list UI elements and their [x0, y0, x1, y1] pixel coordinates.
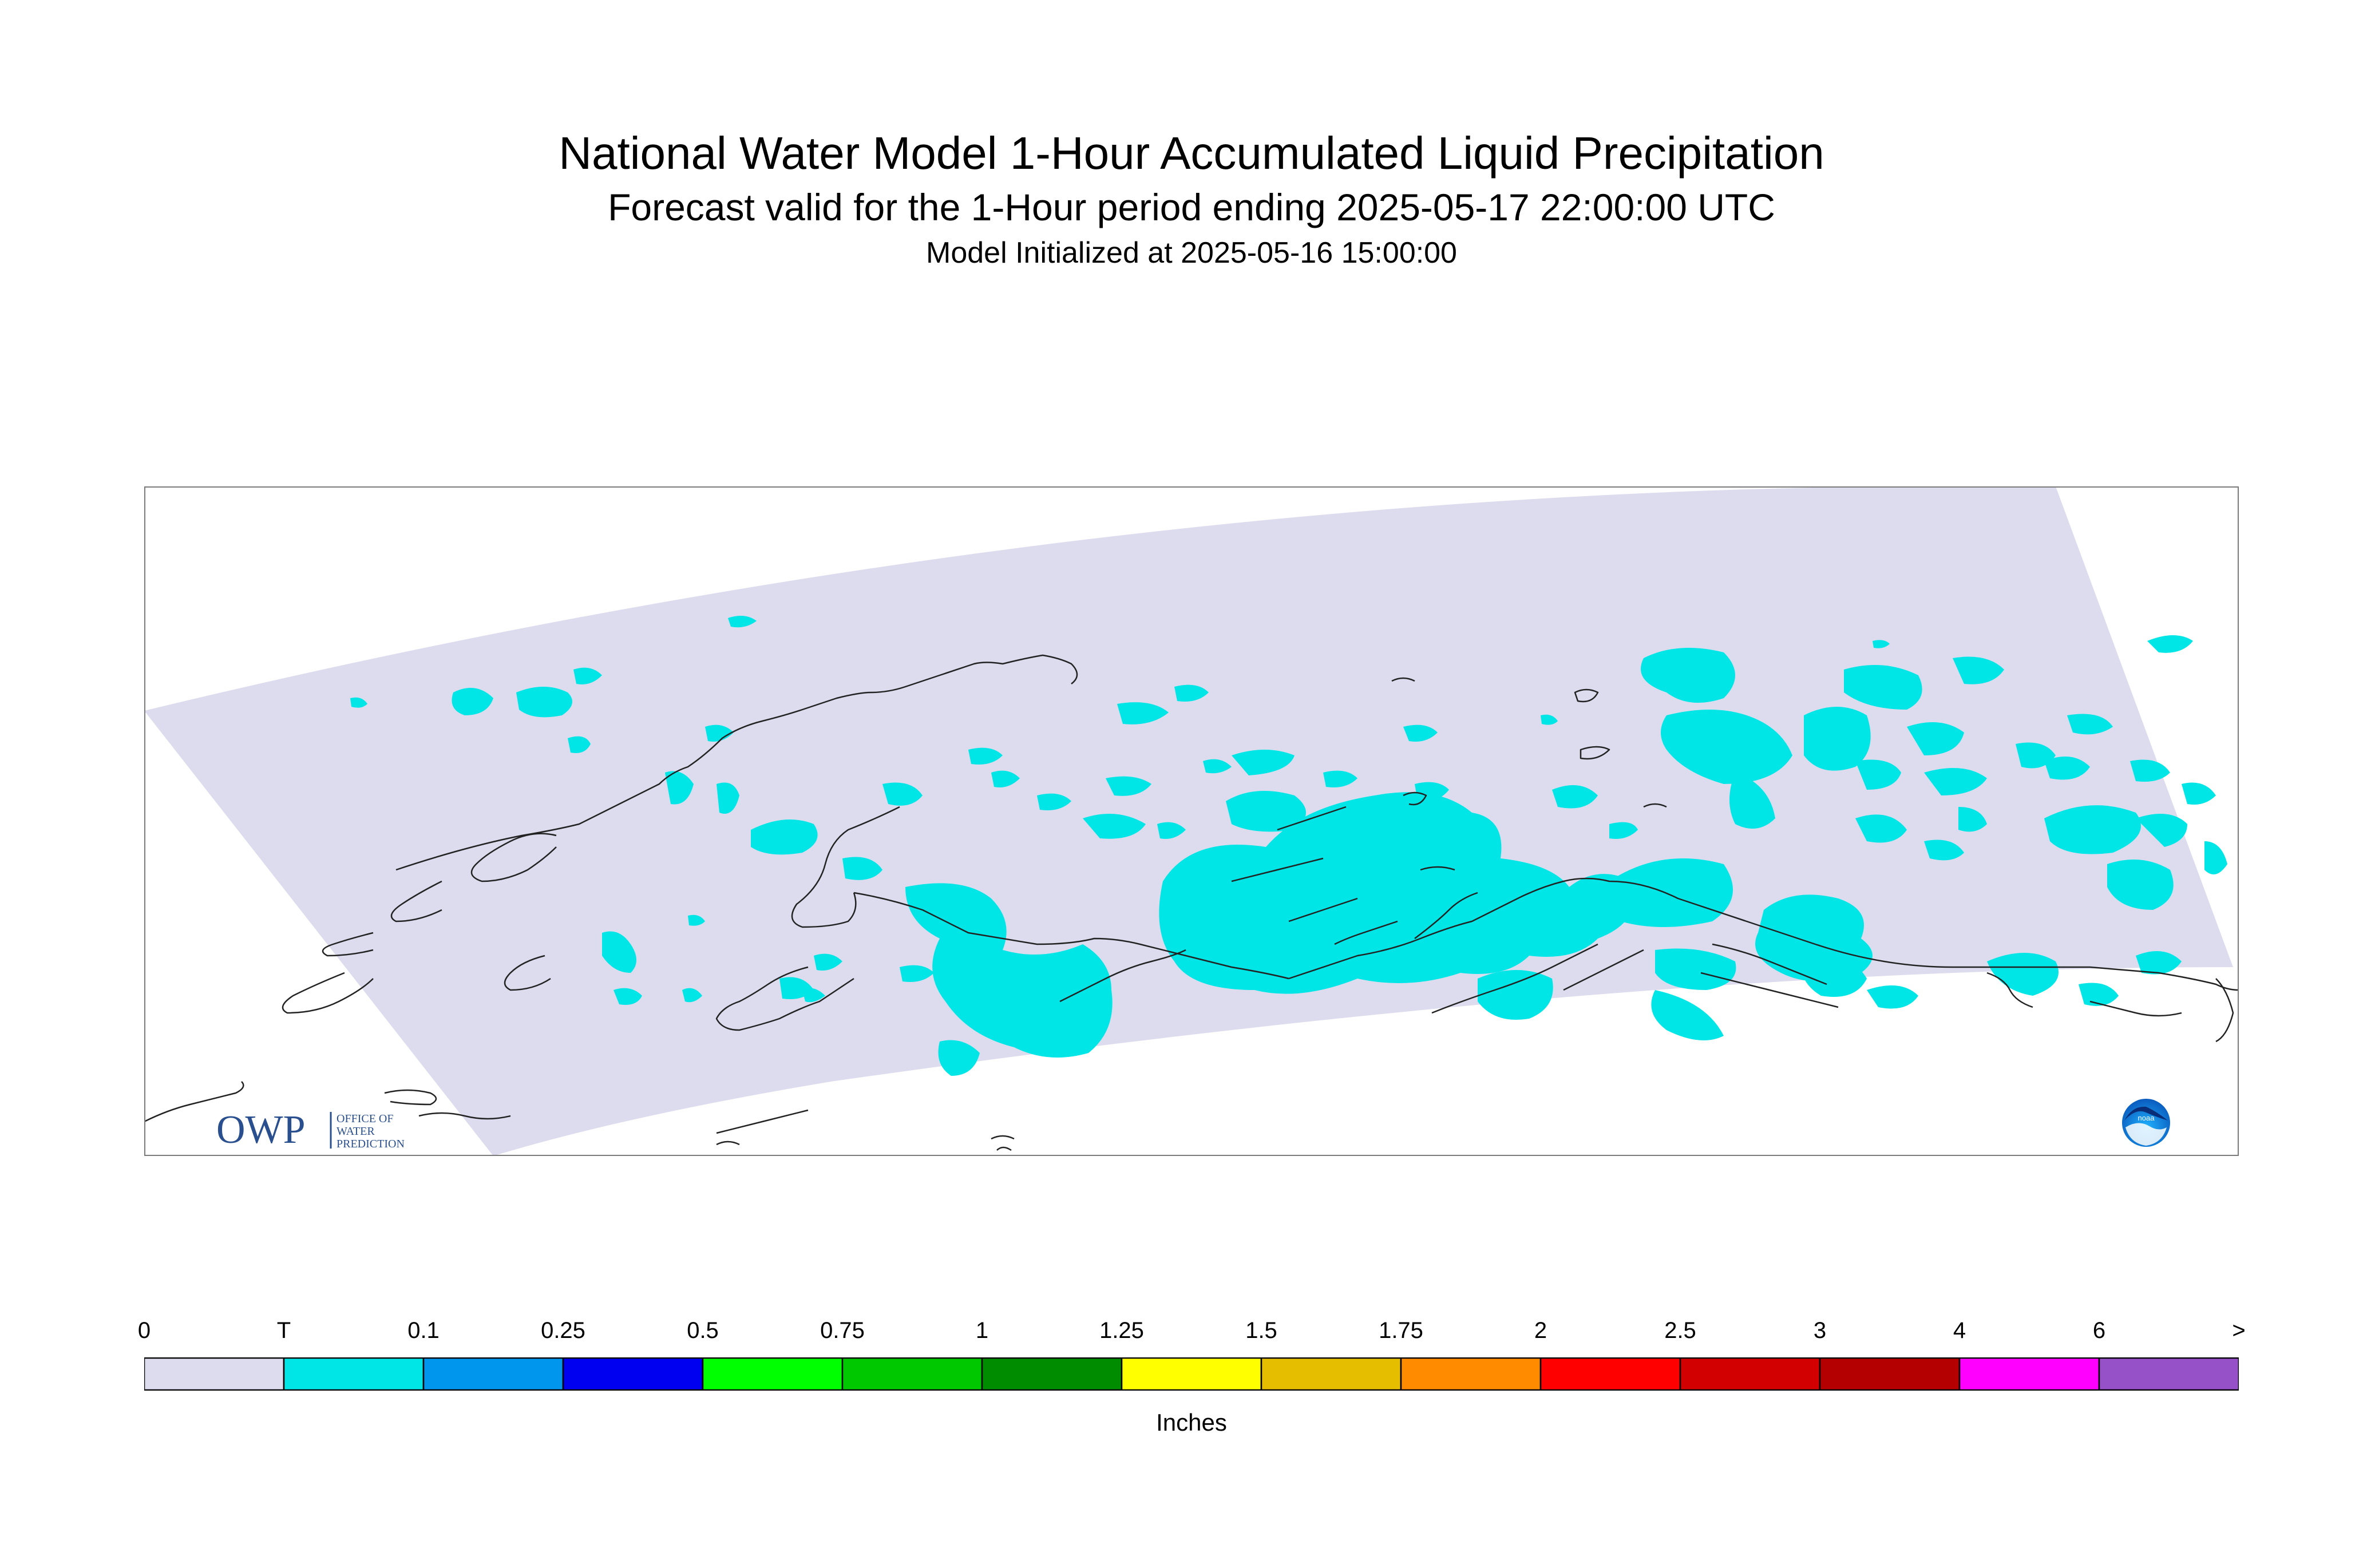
colorbar-cell: [562, 1357, 704, 1391]
owp-logo-text-line: PREDICTION: [337, 1138, 405, 1150]
precipitation-colorbar: [144, 1357, 2239, 1391]
coastlines: [144, 654, 2239, 1151]
colorbar-tick-labels: 0 T 0.1 0.25 0.5 0.75 1 1.25 1.5 1.75 2 2.5 3 4 6 >: [138, 1316, 2246, 1351]
colorbar-tick-label: 0: [137, 1318, 151, 1343]
colorbar-cell: [1539, 1357, 1681, 1391]
colorbar-cell: [283, 1357, 425, 1391]
colorbar-tick-label: 0.5: [687, 1318, 719, 1343]
model-initialized-line: Model Initialized at 2025-05-16 15:00:00: [926, 236, 1457, 270]
map-frame-border: [144, 486, 2239, 1156]
owp-logo-text-line: WATER: [337, 1125, 375, 1138]
noaa-logo: noaa: [2122, 1099, 2170, 1147]
colorbar-units-label: Inches: [1156, 1409, 1227, 1436]
colorbar-cell: [1679, 1357, 1821, 1391]
colorbar-tick-label: 1: [975, 1318, 989, 1343]
colorbar-cell: [981, 1357, 1123, 1391]
colorbar-cell: [1400, 1357, 1542, 1391]
precipitation-map: [144, 486, 2239, 1156]
colorbar-cell: [144, 1357, 285, 1391]
colorbar-tick-label: 6: [2092, 1318, 2106, 1343]
noaa-logo-text: noaa: [2138, 1114, 2155, 1122]
colorbar-tick-label: 4: [1953, 1318, 1966, 1343]
colorbar-tick-label: 0.75: [820, 1318, 865, 1343]
colorbar-tick-label: 0.1: [407, 1318, 440, 1343]
owp-logo-text-line: OFFICE OF: [337, 1112, 393, 1125]
colorbar-tick-label: 0.25: [541, 1318, 585, 1343]
colorbar-tick-label: >: [2232, 1318, 2246, 1343]
colorbar-cell: [1260, 1357, 1402, 1391]
colorbar-cell: [422, 1357, 564, 1391]
colorbar-tick-label: 1.25: [1099, 1318, 1144, 1343]
owp-logo: OWP OFFICE OF WATER PREDICTION: [216, 1108, 405, 1152]
forecast-valid-subtitle: Forecast valid for the 1-Hour period end…: [608, 186, 1775, 228]
colorbar-cell: [702, 1357, 844, 1391]
page-title: National Water Model 1-Hour Accumulated …: [559, 128, 1824, 179]
colorbar-tick-label: T: [276, 1318, 291, 1343]
colorbar-cell: [841, 1357, 983, 1391]
colorbar-tick-label: 2: [1534, 1318, 1547, 1343]
owp-logo-letters: OWP: [216, 1108, 306, 1152]
colorbar-tick-label: 1.5: [1245, 1318, 1277, 1343]
colorbar-cell: [2098, 1357, 2239, 1391]
colorbar-tick-label: 3: [1813, 1318, 1827, 1343]
colorbar-cell: [1121, 1357, 1262, 1391]
colorbar-tick-label: 1.75: [1379, 1318, 1423, 1343]
colorbar-cell: [1819, 1357, 1961, 1391]
model-domain-area: [144, 486, 2233, 1156]
map-canvas: [144, 486, 2239, 1156]
colorbar-cell: [1958, 1357, 2100, 1391]
colorbar-tick-label: 2.5: [1664, 1318, 1696, 1343]
